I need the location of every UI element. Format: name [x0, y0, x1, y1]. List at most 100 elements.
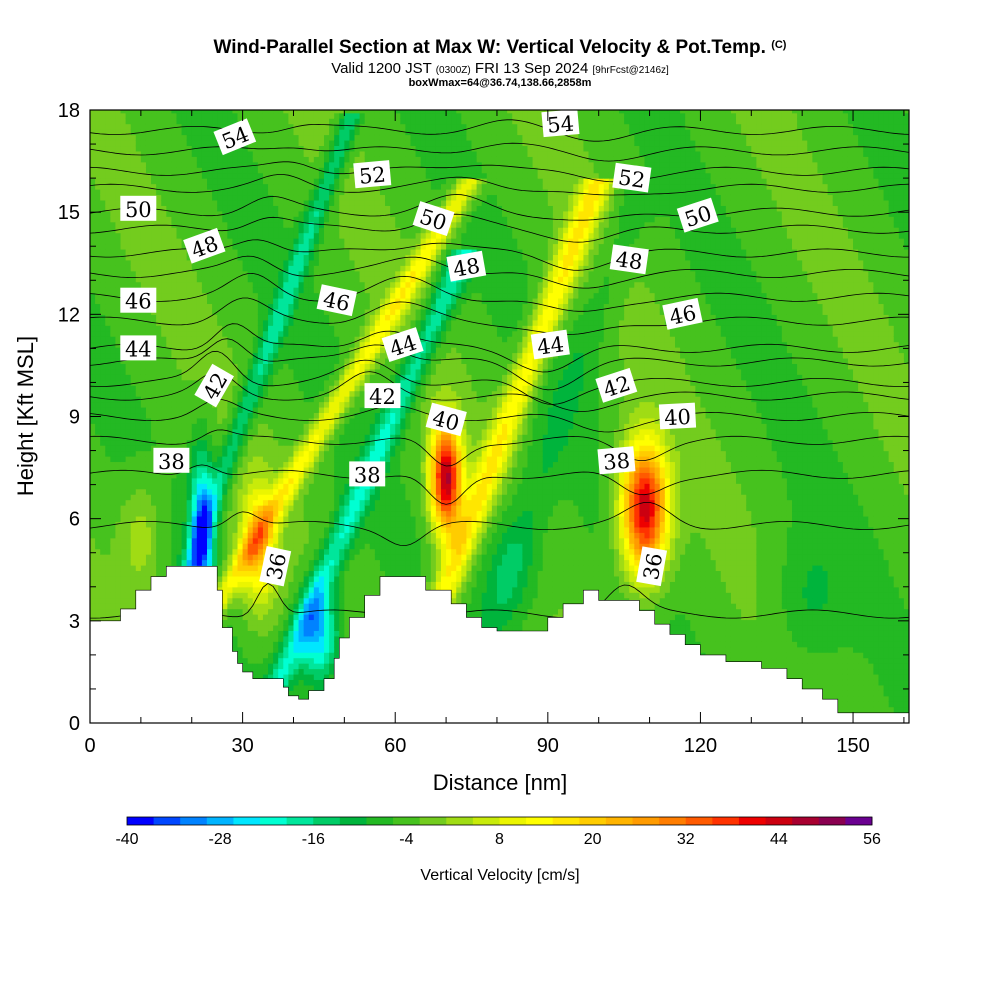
velocity-cell [196, 526, 203, 533]
velocity-cell [227, 499, 234, 506]
velocity-cell [283, 575, 289, 582]
velocity-cell [145, 494, 152, 501]
velocity-cell [298, 167, 305, 174]
velocity-cell [303, 456, 310, 463]
velocity-cell [196, 216, 203, 223]
velocity-cell [278, 537, 284, 544]
velocity-cell [232, 445, 239, 452]
velocity-cell [268, 210, 274, 217]
velocity-cell [130, 597, 137, 604]
velocity-cell [217, 314, 223, 321]
velocity-cell [105, 434, 111, 441]
velocity-cell [303, 189, 310, 196]
velocity-cell [222, 232, 228, 239]
velocity-cell [278, 254, 284, 261]
velocity-cell [201, 499, 208, 506]
velocity-cell [161, 406, 167, 414]
velocity-cell [176, 428, 183, 435]
velocity-cell [298, 110, 305, 114]
velocity-cell [156, 494, 162, 501]
velocity-cell [201, 216, 208, 223]
velocity-cell [207, 439, 213, 446]
velocity-cell [196, 423, 203, 430]
velocity-cell [262, 259, 269, 266]
velocity-cell [135, 575, 142, 582]
velocity-cell [201, 368, 208, 375]
velocity-cell [268, 112, 274, 119]
velocity-cell [217, 488, 223, 495]
velocity-cell [222, 575, 228, 582]
velocity-cell [237, 423, 244, 430]
velocity-cell [181, 341, 188, 348]
velocity-cell [298, 243, 305, 250]
velocity-cell [247, 161, 254, 168]
velocity-cell [227, 608, 234, 615]
velocity-cell [207, 357, 213, 364]
velocity-cell [298, 619, 305, 626]
velocity-cell [135, 581, 142, 588]
velocity-cell [293, 401, 300, 408]
velocity-cell [262, 110, 269, 114]
velocity-cell [145, 434, 152, 441]
velocity-cell [237, 227, 244, 234]
velocity-cell [145, 123, 152, 130]
velocity-cell [283, 668, 289, 675]
velocity-cell [171, 434, 178, 441]
velocity-cell [212, 221, 218, 228]
velocity-cell [100, 270, 106, 277]
velocity-cell [278, 161, 284, 168]
velocity-cell [283, 619, 289, 626]
velocity-cell [257, 488, 264, 495]
velocity-cell [232, 570, 239, 577]
velocity-cell [308, 178, 315, 185]
velocity-cell [186, 161, 193, 168]
velocity-cell [298, 178, 305, 185]
velocity-cell [90, 357, 96, 364]
velocity-cell [90, 205, 96, 212]
velocity-cell [100, 336, 106, 343]
velocity-cell [278, 434, 284, 441]
velocity-cell [105, 167, 111, 174]
velocity-cell [222, 619, 228, 626]
velocity-cell [176, 216, 183, 223]
velocity-cell [186, 466, 193, 473]
velocity-cell [293, 243, 300, 250]
velocity-cell [288, 401, 295, 408]
velocity-cell [125, 276, 132, 283]
velocity-cell [278, 238, 284, 245]
velocity-cell [201, 134, 208, 141]
velocity-cell [191, 205, 198, 212]
velocity-cell [257, 608, 264, 615]
velocity-cell [110, 559, 117, 566]
velocity-cell [196, 156, 203, 163]
velocity-cell [186, 537, 193, 544]
velocity-cell [110, 194, 117, 201]
velocity-cell [186, 363, 193, 370]
velocity-cell [95, 216, 101, 223]
velocity-cell [227, 110, 234, 114]
velocity-cell [252, 428, 259, 435]
velocity-cell [303, 510, 310, 517]
velocity-cell [135, 477, 142, 484]
velocity-cell [196, 139, 203, 147]
velocity-cell [278, 461, 284, 468]
velocity-cell [151, 156, 157, 163]
velocity-cell [207, 287, 213, 294]
velocity-cell [186, 554, 193, 561]
velocity-cell [232, 281, 239, 288]
velocity-cell [95, 248, 101, 255]
velocity-cell [196, 303, 203, 310]
velocity-cell [283, 123, 289, 130]
velocity-cell [135, 543, 142, 550]
velocity-cell [135, 243, 142, 250]
velocity-cell [298, 592, 305, 599]
velocity-cell [268, 521, 274, 528]
velocity-cell [308, 505, 315, 512]
velocity-cell [115, 110, 122, 114]
velocity-cell [176, 559, 183, 566]
velocity-cell [166, 379, 172, 386]
velocity-cell [217, 461, 223, 468]
subtitle-zulu: (0300Z) [435, 65, 471, 76]
velocity-cell [115, 603, 122, 610]
velocity-cell [95, 221, 101, 228]
